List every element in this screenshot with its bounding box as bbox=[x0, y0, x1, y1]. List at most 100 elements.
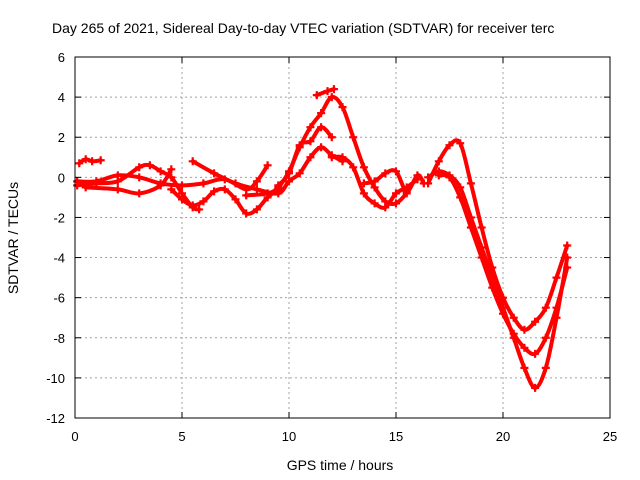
data-point-marker bbox=[531, 317, 540, 326]
data-point-marker bbox=[81, 155, 90, 164]
data-point-marker bbox=[563, 263, 572, 272]
data-point-marker bbox=[285, 169, 293, 178]
data-point-marker bbox=[466, 179, 475, 188]
data-point-marker bbox=[327, 93, 336, 102]
data-point-marker bbox=[541, 363, 550, 372]
data-point-marker bbox=[113, 171, 122, 180]
data-point-marker bbox=[359, 189, 368, 198]
chart-title: Day 265 of 2021, Sidereal Day-to-day VTE… bbox=[52, 20, 554, 36]
y-tick-labels: 6 4 2 0 -2 -4 -6 -8 -10 -12 bbox=[46, 50, 65, 426]
y-axis-title: SDTVAR / TECUs bbox=[5, 182, 21, 294]
axis-ticks bbox=[74, 56, 611, 419]
data-point-marker bbox=[252, 177, 261, 186]
data-point-marker bbox=[392, 189, 400, 198]
data-point-marker bbox=[456, 139, 465, 148]
data-point-marker bbox=[306, 123, 315, 132]
data-point-marker bbox=[231, 195, 240, 204]
data-point-marker bbox=[552, 303, 561, 312]
data-point-marker bbox=[242, 209, 251, 218]
data-point-marker bbox=[312, 91, 321, 100]
data-point-marker bbox=[499, 309, 507, 318]
data-point-marker bbox=[541, 303, 550, 312]
data-point-marker bbox=[338, 153, 347, 162]
y-tick-label: -8 bbox=[53, 331, 65, 346]
data-point-marker bbox=[349, 163, 358, 172]
y-tick-label: 6 bbox=[58, 50, 65, 65]
data-point-marker bbox=[135, 189, 144, 198]
y-tick-label: -12 bbox=[46, 411, 65, 426]
grid-lines bbox=[75, 57, 610, 418]
data-point-marker bbox=[295, 169, 304, 178]
data-point-marker bbox=[359, 163, 368, 172]
data-point-marker bbox=[252, 185, 261, 194]
data-point-marker bbox=[466, 223, 475, 232]
data-point-marker bbox=[178, 181, 186, 190]
x-tick-label: 20 bbox=[496, 429, 510, 444]
data-point-marker bbox=[317, 143, 326, 152]
y-tick-label: -4 bbox=[53, 251, 65, 266]
data-point-marker bbox=[329, 85, 338, 94]
data-point-marker bbox=[145, 161, 154, 170]
data-point-marker bbox=[167, 165, 176, 174]
data-point-marker bbox=[563, 253, 572, 262]
data-point-marker bbox=[563, 241, 572, 250]
data-point-marker bbox=[188, 201, 197, 210]
data-point-marker bbox=[285, 177, 293, 186]
data-point-marker bbox=[520, 325, 529, 334]
data-point-marker bbox=[445, 141, 454, 150]
data-point-marker bbox=[156, 181, 165, 190]
data-point-marker bbox=[263, 189, 272, 198]
data-point-marker bbox=[434, 157, 443, 166]
data-point-marker bbox=[88, 157, 97, 166]
data-point-marker bbox=[81, 183, 90, 192]
x-tick-label: 10 bbox=[282, 429, 296, 444]
x-tick-label: 15 bbox=[389, 429, 403, 444]
data-point-marker bbox=[231, 179, 240, 188]
data-point-marker bbox=[210, 187, 219, 196]
data-point-marker bbox=[178, 195, 186, 204]
data-point-marker bbox=[210, 169, 219, 178]
data-point-marker bbox=[199, 197, 208, 206]
data-point-marker bbox=[167, 185, 176, 194]
data-point-marker bbox=[552, 273, 561, 282]
data-point-marker bbox=[402, 187, 411, 196]
data-point-marker bbox=[392, 199, 400, 208]
data-point-marker bbox=[188, 157, 197, 166]
x-tick-labels: 0 5 10 15 20 25 bbox=[71, 429, 617, 444]
data-point-marker bbox=[349, 133, 358, 142]
data-point-marker bbox=[263, 161, 272, 170]
data-point-marker bbox=[370, 177, 379, 186]
data-point-marker bbox=[456, 193, 465, 202]
data-point-marker bbox=[392, 167, 400, 176]
x-tick-label: 0 bbox=[71, 429, 78, 444]
data-point-marker bbox=[531, 349, 540, 358]
data-point-marker bbox=[477, 253, 486, 262]
data-point-marker bbox=[317, 109, 326, 118]
data-point-marker bbox=[156, 167, 165, 176]
data-point-marker bbox=[242, 191, 251, 200]
data-point-marker bbox=[541, 333, 550, 342]
data-point-marker bbox=[445, 173, 454, 182]
data-point-marker bbox=[295, 141, 304, 150]
x-tick-label: 5 bbox=[178, 429, 185, 444]
data-point-marker bbox=[220, 185, 229, 194]
data-point-marker bbox=[434, 171, 443, 180]
data-point-marker bbox=[338, 103, 347, 112]
data-point-marker bbox=[413, 171, 422, 180]
y-tick-label: -10 bbox=[46, 371, 65, 386]
y-tick-label: 2 bbox=[58, 130, 65, 145]
data-point-marker bbox=[252, 205, 261, 214]
data-point-marker bbox=[323, 87, 332, 96]
data-point-marker bbox=[113, 185, 122, 194]
y-tick-label: -6 bbox=[53, 291, 65, 306]
data-point-marker bbox=[306, 153, 315, 162]
data-point-marker bbox=[195, 205, 204, 214]
data-point-marker bbox=[531, 383, 540, 392]
data-point-marker bbox=[274, 181, 283, 190]
data-point-marker bbox=[327, 133, 336, 142]
data-point-marker bbox=[327, 153, 336, 162]
data-point-marker bbox=[370, 199, 379, 208]
y-tick-label: 0 bbox=[58, 170, 65, 185]
data-point-marker bbox=[75, 159, 84, 168]
